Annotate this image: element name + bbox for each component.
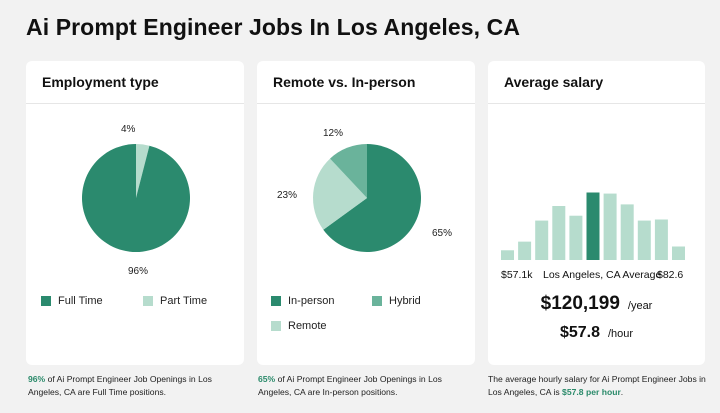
salary-footnote-end: .	[620, 386, 624, 397]
remote-footnote: 65% of Ai Prompt Engineer Job Openings i…	[258, 373, 472, 398]
slice-remote	[313, 158, 367, 230]
remote-pie-chart: 65% 23% 12%	[277, 128, 452, 252]
remote-title: Remote vs. In-person	[257, 61, 475, 104]
employment-footnote: 96% of Ai Prompt Engineer Job Openings i…	[28, 373, 242, 398]
salary-bar	[637, 220, 651, 260]
slice-in-person-label: 65%	[432, 228, 452, 239]
salary-bar	[501, 250, 514, 260]
slice-full-time-label: 96%	[128, 266, 148, 277]
legend-remote: Remote	[271, 320, 327, 332]
remote-vs-in-person-card: Remote vs. In-person 65% 23% 12% In-person…	[257, 61, 475, 365]
employment-type-card: Employment type 4% 96% Full Time Part Tim…	[26, 61, 244, 365]
slice-in-person	[323, 144, 421, 252]
salary-hourly-value: $57.8	[559, 324, 600, 341]
legend-label-in-person: In-person	[288, 295, 335, 307]
slice-part-time	[136, 144, 150, 198]
salary-bar	[552, 206, 566, 260]
salary-histogram	[501, 192, 685, 260]
salary-average-label: Los Angeles, CA Average	[543, 269, 662, 281]
salary-bar	[586, 192, 600, 260]
legend-label-hybrid: Hybrid	[389, 295, 421, 307]
salary-bar	[603, 193, 617, 260]
slice-hybrid	[330, 144, 367, 198]
legend-label-part-time: Part Time	[160, 295, 208, 307]
salary-yearly: $120,199/year	[488, 293, 705, 315]
legend-swatch-remote	[271, 321, 281, 331]
page-title: Ai Prompt Engineer Jobs In Los Angeles, …	[26, 14, 521, 40]
salary-footnote: The average hourly salary for Ai Prompt …	[488, 373, 708, 398]
salary-bar	[672, 246, 685, 260]
legend-swatch-in-person	[271, 296, 281, 306]
remote-footnote-text: of Ai Prompt Engineer Job Openings in Lo…	[258, 374, 442, 397]
salary-bar	[620, 204, 634, 260]
salary-hourly: $57.8/hour	[488, 324, 705, 342]
employment-type-title: Employment type	[26, 61, 244, 104]
legend-label-remote: Remote	[288, 320, 327, 332]
legend-label-full-time: Full Time	[58, 295, 103, 307]
legend-swatch-full-time	[41, 296, 51, 306]
salary-footnote-highlight: $57.8 per hour	[562, 386, 621, 397]
employment-footnote-pct: 96%	[28, 374, 46, 384]
salary-hourly-unit: /hour	[607, 328, 634, 340]
slice-part-time-label: 4%	[121, 124, 136, 135]
salary-footnote-text: The average hourly salary for Ai Prompt …	[488, 374, 706, 397]
employment-pie-chart: 4% 96%	[82, 124, 190, 277]
slice-remote-label: 23%	[277, 190, 297, 201]
employment-footnote-text: of Ai Prompt Engineer Job Openings in Lo…	[28, 374, 212, 397]
salary-bar	[654, 219, 668, 260]
salary-yearly-value: $120,199	[540, 293, 620, 314]
slice-hybrid-label: 12%	[323, 128, 343, 139]
slice-full-time	[82, 144, 190, 252]
salary-bar	[518, 241, 532, 260]
legend-hybrid: Hybrid	[372, 295, 421, 307]
legend-part-time: Part Time	[143, 295, 207, 307]
legend-swatch-hybrid	[372, 296, 382, 306]
legend-swatch-part-time	[143, 296, 153, 306]
salary-max-label: $82.6	[657, 269, 684, 281]
average-salary-card: Average salary $57.1k Los Angeles, CA Av…	[488, 61, 705, 365]
salary-min-label: $57.1k	[501, 269, 533, 281]
salary-bar	[569, 215, 583, 260]
salary-bar	[535, 220, 549, 260]
salary-title: Average salary	[488, 61, 705, 104]
legend-in-person: In-person	[271, 295, 334, 307]
salary-yearly-unit: /year	[627, 300, 653, 312]
remote-footnote-pct: 65%	[258, 374, 276, 384]
legend-full-time: Full Time	[41, 295, 103, 307]
